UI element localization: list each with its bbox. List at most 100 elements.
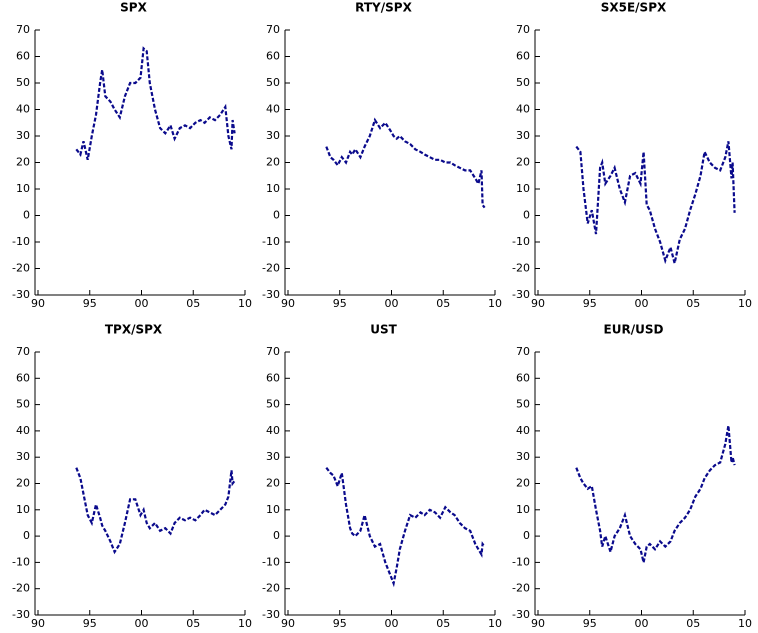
y-tick-label: 0 (23, 209, 30, 222)
y-tick-label: 50 (516, 76, 530, 89)
y-tick-label: 40 (266, 103, 280, 116)
x-tick-label: 05 (686, 617, 700, 630)
x-tick-label: 95 (583, 617, 597, 630)
y-tick-label: 10 (266, 182, 280, 195)
x-tick-label: 10 (488, 617, 502, 630)
y-tick-label: -20 (512, 582, 530, 595)
x-tick-label: 90 (31, 297, 45, 310)
y-tick-label: 0 (523, 209, 530, 222)
x-tick-label: 00 (385, 617, 399, 630)
y-tick-label: -20 (262, 582, 280, 595)
x-tick-label: 05 (686, 297, 700, 310)
y-tick-label: 70 (266, 23, 280, 36)
x-tick-label: 95 (583, 297, 597, 310)
panel-title: TPX/SPX (105, 323, 163, 337)
y-tick-label: -20 (262, 262, 280, 275)
panel-title: RTY/SPX (355, 1, 412, 15)
y-tick-label: 40 (516, 103, 530, 116)
y-tick-label: 60 (266, 50, 280, 63)
x-tick-label: 10 (238, 617, 252, 630)
data-line (575, 425, 736, 563)
y-tick-label: 20 (16, 156, 30, 169)
y-tick-label: 30 (16, 450, 30, 463)
x-tick-label: 00 (635, 297, 649, 310)
y-tick-label: 0 (273, 529, 280, 542)
y-tick-label: 60 (516, 371, 530, 384)
y-tick-label: 20 (16, 477, 30, 490)
x-tick-label: 90 (531, 617, 545, 630)
y-tick-label: -30 (12, 608, 30, 621)
y-tick-label: 40 (16, 424, 30, 437)
y-tick-label: 50 (266, 76, 280, 89)
x-tick-label: 90 (281, 617, 295, 630)
y-tick-label: -30 (262, 608, 280, 621)
x-tick-label: 00 (135, 617, 149, 630)
y-tick-label: 70 (16, 345, 30, 358)
y-tick-label: 20 (266, 156, 280, 169)
data-line (325, 467, 486, 588)
y-tick-label: -30 (512, 288, 530, 301)
data-line (575, 141, 736, 265)
y-tick-label: 20 (516, 156, 530, 169)
x-tick-label: 05 (186, 617, 200, 630)
panel-title: EUR/USD (604, 323, 664, 337)
y-tick-label: 70 (266, 345, 280, 358)
x-tick-label: 10 (738, 617, 752, 630)
y-tick-label: 10 (16, 182, 30, 195)
panel: SPX -30 -20 -10 0 10 20 30 40 50 60 70 90 95 00 05 10 (12, 1, 252, 311)
y-tick-label: -10 (512, 235, 530, 248)
y-tick-label: 60 (266, 371, 280, 384)
y-tick-label: 60 (16, 371, 30, 384)
x-tick-label: 90 (31, 617, 45, 630)
y-tick-label: 50 (266, 398, 280, 411)
y-tick-label: -30 (512, 608, 530, 621)
x-tick-label: 05 (436, 617, 450, 630)
x-tick-label: 10 (238, 297, 252, 310)
y-tick-label: -10 (262, 555, 280, 568)
panel-title: SX5E/SPX (601, 1, 667, 15)
y-tick-label: 0 (273, 209, 280, 222)
panel: RTY/SPX -30 -20 -10 0 10 20 30 40 50 60 70 90 95 00 05 1… (262, 1, 502, 311)
x-tick-label: 05 (186, 297, 200, 310)
y-tick-label: -30 (262, 288, 280, 301)
x-tick-label: 05 (436, 297, 450, 310)
x-tick-label: 95 (83, 617, 97, 630)
y-tick-label: 30 (266, 129, 280, 142)
x-tick-label: 90 (531, 297, 545, 310)
y-tick-label: -20 (12, 262, 30, 275)
panel: TPX/SPX -30 -20 -10 0 10 20 30 40 50 60 70 90 95 00 05 1… (12, 323, 252, 631)
x-tick-label: 95 (333, 297, 347, 310)
y-tick-label: 0 (523, 529, 530, 542)
y-tick-label: 70 (516, 23, 530, 36)
y-tick-label: 10 (16, 503, 30, 516)
panel: UST -30 -20 -10 0 10 20 30 40 50 60 70 90 95 00 05 10 (262, 323, 502, 631)
y-tick-label: 20 (516, 477, 530, 490)
y-tick-label: 30 (516, 450, 530, 463)
panel-title: UST (370, 323, 397, 337)
x-tick-label: 10 (738, 297, 752, 310)
x-tick-label: 00 (385, 297, 399, 310)
panel-title: SPX (120, 1, 147, 15)
y-tick-label: -30 (12, 288, 30, 301)
y-tick-label: 50 (16, 76, 30, 89)
y-tick-label: 0 (23, 529, 30, 542)
y-tick-label: 20 (266, 477, 280, 490)
panel: SX5E/SPX -30 -20 -10 0 10 20 30 40 50 60 70 90 95 00 05… (512, 1, 752, 311)
y-tick-label: 10 (516, 182, 530, 195)
y-tick-label: -20 (512, 262, 530, 275)
y-tick-label: 40 (266, 424, 280, 437)
x-tick-label: 95 (83, 297, 97, 310)
y-tick-label: -10 (512, 555, 530, 568)
y-tick-label: 10 (516, 503, 530, 516)
y-tick-label: -10 (12, 555, 30, 568)
y-tick-label: 40 (516, 424, 530, 437)
x-tick-label: 90 (281, 297, 295, 310)
y-tick-label: 70 (516, 345, 530, 358)
y-tick-label: 10 (266, 503, 280, 516)
y-tick-label: 50 (16, 398, 30, 411)
x-tick-label: 10 (488, 297, 502, 310)
y-tick-label: -20 (12, 582, 30, 595)
x-tick-label: 95 (333, 617, 347, 630)
